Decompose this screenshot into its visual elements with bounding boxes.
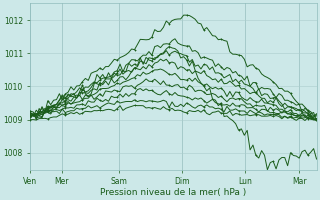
X-axis label: Pression niveau de la mer( hPa ): Pression niveau de la mer( hPa ) bbox=[100, 188, 247, 197]
